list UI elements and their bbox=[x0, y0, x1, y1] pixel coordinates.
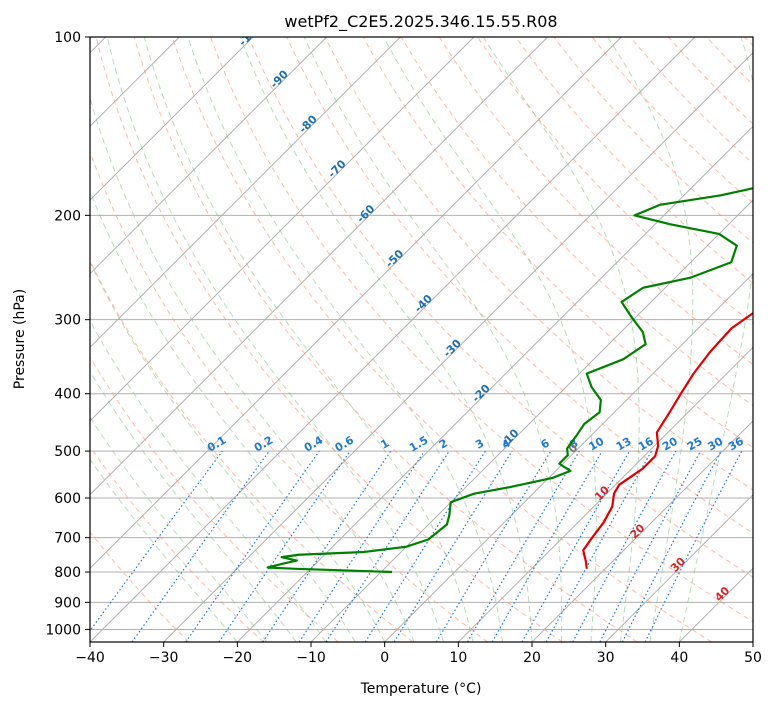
x-tick-label: −10 bbox=[296, 650, 326, 666]
mixing-ratio-line bbox=[521, 450, 631, 642]
mixing-ratio-line bbox=[185, 450, 320, 642]
mixing-ratio-line bbox=[90, 450, 223, 632]
plot-frame bbox=[89, 36, 754, 643]
mixing-ratio-line bbox=[325, 450, 450, 642]
x-tick-label: −40 bbox=[75, 650, 105, 666]
isotherm-gridline bbox=[90, 37, 622, 570]
mixing-ratio-line bbox=[545, 450, 653, 642]
moist-adiabat bbox=[90, 416, 268, 642]
isotherm-gridline bbox=[384, 272, 753, 642]
isotherm-gridline bbox=[163, 51, 753, 642]
dry-adiabat bbox=[95, 37, 563, 642]
y-tick-label: 200 bbox=[54, 208, 81, 224]
x-tick-label: 40 bbox=[670, 650, 688, 666]
isotherm-gridline bbox=[90, 37, 401, 349]
dry-adiabat bbox=[439, 37, 753, 366]
moist-adiabat bbox=[106, 37, 445, 642]
moist-adiabat bbox=[383, 37, 597, 642]
dry-adiabat bbox=[90, 259, 414, 642]
dewpoint-profile bbox=[266, 187, 753, 574]
x-tick-label: 10 bbox=[449, 650, 467, 666]
isotherm-gridline bbox=[457, 346, 753, 642]
y-tick-label: 1000 bbox=[45, 622, 81, 638]
mixing-ratio-line bbox=[131, 450, 270, 642]
dry-adiabat bbox=[210, 37, 753, 623]
isotherm-gridline bbox=[90, 37, 549, 496]
isotherm-gridline bbox=[531, 420, 753, 642]
isotherm-gridline bbox=[236, 125, 753, 642]
dry-adiabat bbox=[248, 37, 753, 578]
moist-adiabat bbox=[90, 458, 238, 642]
x-tick-label: 20 bbox=[523, 650, 541, 666]
x-tick-label: 30 bbox=[597, 650, 615, 666]
y-axis-label: Pressure (hPa) bbox=[12, 289, 28, 389]
mixing-ratio-line bbox=[298, 450, 425, 642]
isotherm-gridline bbox=[90, 37, 696, 642]
moist-adiabat bbox=[482, 37, 640, 642]
dry-adiabat bbox=[515, 37, 753, 284]
temperature-profile bbox=[582, 311, 753, 569]
x-tick-label: −30 bbox=[149, 650, 179, 666]
mixing-ratio-line bbox=[644, 450, 743, 642]
moist-adiabat bbox=[90, 96, 415, 642]
mixing-ratio-line bbox=[218, 450, 351, 642]
dry-adiabat bbox=[286, 37, 753, 534]
x-axis-label: Temperature (°C) bbox=[360, 681, 482, 697]
isotherm-gridline bbox=[90, 37, 254, 201]
mixing-ratio-line bbox=[393, 450, 513, 642]
dry-adiabat bbox=[90, 445, 264, 642]
isotherm-gridline bbox=[605, 493, 753, 642]
y-tick-label: 700 bbox=[54, 531, 81, 547]
moist-adiabat bbox=[90, 189, 386, 642]
moist-adiabat bbox=[90, 370, 297, 642]
moist-adiabat bbox=[143, 37, 474, 642]
y-tick-label: 600 bbox=[54, 491, 81, 507]
moist-adiabat bbox=[239, 37, 533, 642]
moist-adiabat bbox=[678, 37, 753, 642]
y-tick-label: 900 bbox=[54, 595, 81, 611]
dry-adiabat bbox=[90, 531, 190, 642]
y-tick-label: 500 bbox=[54, 444, 81, 460]
mixing-ratio-line bbox=[262, 450, 392, 642]
isotherm-label: -100 bbox=[236, 20, 265, 49]
moist-adiabat bbox=[90, 319, 327, 642]
isotherm-gridline bbox=[90, 37, 328, 275]
y-tick-label: 400 bbox=[54, 387, 81, 403]
y-tick-label: 800 bbox=[54, 565, 81, 581]
moist-adiabat bbox=[90, 260, 356, 642]
dry-adiabat bbox=[90, 150, 488, 642]
moist-adiabat bbox=[187, 37, 504, 642]
chart-title: wetPf2_C2E5.2025.346.15.55.R08 bbox=[284, 12, 557, 32]
x-tick-label: −20 bbox=[223, 650, 253, 666]
y-tick-label: 300 bbox=[54, 313, 81, 329]
moist-adiabat bbox=[303, 37, 563, 642]
moist-adiabat bbox=[607, 37, 694, 642]
dry-adiabat bbox=[171, 37, 712, 642]
x-tick-label: 0 bbox=[380, 650, 389, 666]
mixing-ratio-line bbox=[572, 450, 677, 642]
axes: −40 −30 −20 −10 0 10 20 30 40 50 100 200 300 400 500 60… bbox=[45, 30, 762, 666]
y-tick-label: 100 bbox=[54, 30, 81, 46]
dry-adiabat bbox=[133, 37, 638, 642]
isotherm-gridline bbox=[90, 37, 475, 422]
dry-adiabat bbox=[90, 356, 339, 642]
x-tick-label: 50 bbox=[744, 650, 762, 666]
dry-adiabat bbox=[400, 37, 753, 407]
